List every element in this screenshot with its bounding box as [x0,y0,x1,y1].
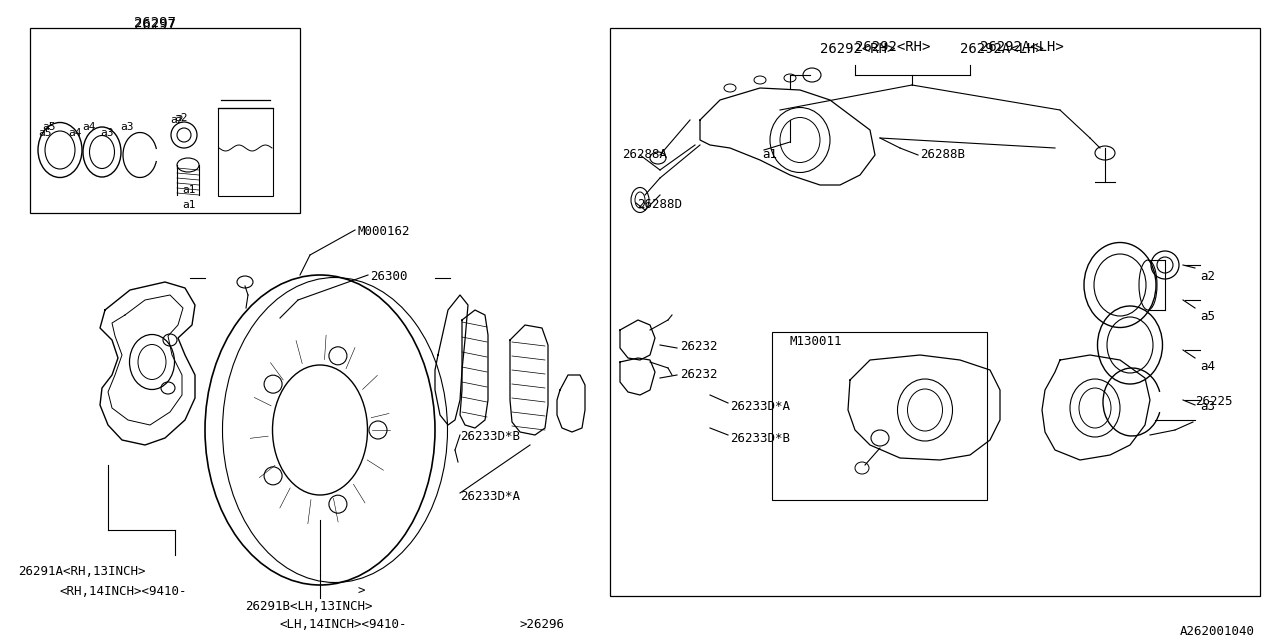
Text: 26297: 26297 [134,16,175,30]
Text: >: > [358,585,366,598]
Text: 26288B: 26288B [920,148,965,161]
Bar [29,28,300,213]
Text: a3: a3 [120,122,133,132]
Bar [772,332,987,500]
Text: 26233D*A: 26233D*A [460,490,520,503]
Text: <LH,14INCH><9410-: <LH,14INCH><9410- [280,618,407,631]
Text: 26291A<RH,13INCH>: 26291A<RH,13INCH> [18,565,146,578]
Text: a5: a5 [42,122,55,132]
Text: A262001040: A262001040 [1180,625,1254,638]
Text: a2: a2 [1201,270,1215,283]
Text: a5: a5 [38,128,51,138]
Text: 26292<RH>: 26292<RH> [855,40,931,54]
Text: 26233D*B: 26233D*B [460,430,520,443]
Text: a4: a4 [82,122,96,132]
Text: M130011: M130011 [790,335,842,348]
Text: M000162: M000162 [358,225,411,238]
Text: 26225: 26225 [1196,395,1233,408]
Text: <RH,14INCH><9410-: <RH,14INCH><9410- [60,585,187,598]
Bar [218,108,273,196]
Text: 26233D*A: 26233D*A [730,400,790,413]
Text: 26292A<LH>: 26292A<LH> [980,40,1064,54]
Text: a1: a1 [762,148,777,161]
Text: a3: a3 [100,128,114,138]
Text: 26300: 26300 [370,270,407,283]
Text: a4: a4 [1201,360,1215,373]
Text: 26292<RH>: 26292<RH> [820,42,896,56]
Text: a5: a5 [1201,310,1215,323]
Text: 26288A: 26288A [622,148,667,161]
Text: a1: a1 [182,200,196,210]
Text: >26296: >26296 [520,618,564,631]
Text: 26233D*B: 26233D*B [730,432,790,445]
Bar [611,28,1260,596]
Text: 26291B<LH,13INCH>: 26291B<LH,13INCH> [244,600,372,613]
Text: a2: a2 [174,113,187,123]
Text: 26297: 26297 [134,18,175,32]
Text: a2: a2 [170,115,183,125]
Text: a3: a3 [1201,400,1215,413]
Text: 26232: 26232 [680,340,718,353]
Text: a4: a4 [68,128,82,138]
Text: 26288D: 26288D [637,198,682,211]
Text: 26232: 26232 [680,368,718,381]
Text: 26292A<LH>: 26292A<LH> [960,42,1043,56]
Text: a1: a1 [182,185,196,195]
